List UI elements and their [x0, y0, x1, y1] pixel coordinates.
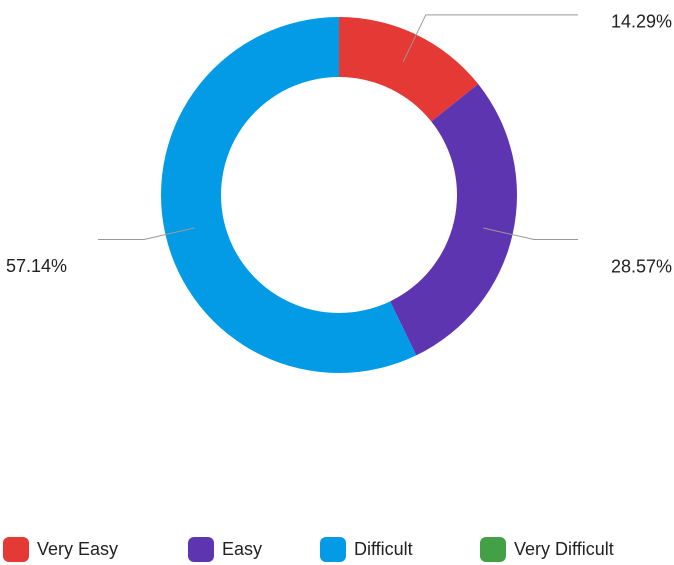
- legend-label: Very Easy: [37, 539, 118, 559]
- slice: [390, 84, 517, 356]
- legend-swatch: [3, 537, 29, 562]
- legend-swatch: [480, 537, 506, 562]
- legend-swatch: [320, 537, 346, 562]
- leader-line: [402, 14, 578, 62]
- data-label: 57.14%: [6, 256, 67, 276]
- legend-label: Difficult: [354, 539, 413, 559]
- data-label: 28.57%: [611, 256, 672, 276]
- data-label: 14.29%: [611, 12, 672, 32]
- slice: [160, 17, 417, 373]
- slice: [339, 17, 479, 122]
- leader-line: [98, 227, 195, 240]
- leader-line: [483, 227, 578, 241]
- legend-label: Very Difficult: [514, 539, 614, 559]
- legend-swatch: [188, 537, 214, 562]
- legend-label: Easy: [222, 539, 262, 559]
